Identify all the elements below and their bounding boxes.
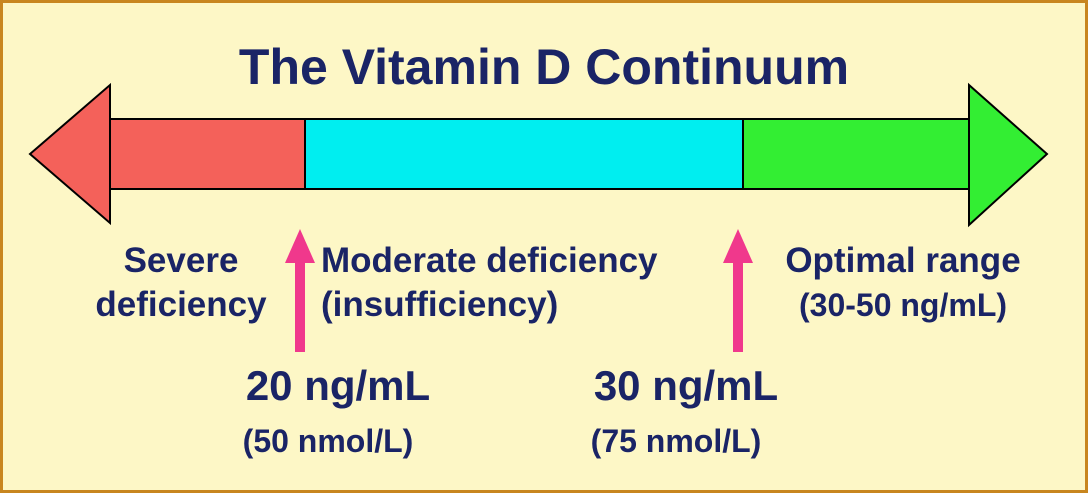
right-arrowhead-icon: [968, 82, 1049, 228]
continuum-bar: [28, 82, 1049, 352]
cutoff-30-nmol: (75 nmol/L): [590, 423, 762, 459]
optimal-label: Optimal range (30-50 ng/mL): [763, 239, 1043, 327]
severe-label-line2: deficiency: [95, 285, 267, 324]
cutoff-30-value: 30 ng/mL: [593, 362, 779, 409]
cutoff-20-value: 20 ng/mL: [245, 362, 431, 409]
up-arrow-icon: [285, 229, 315, 352]
left-arrowhead-icon: [28, 82, 111, 226]
severe-label-line1: Severe: [123, 241, 239, 280]
up-arrow-icon: [723, 229, 753, 352]
cutoff-20-nmol: (50 nmol/L): [242, 423, 414, 459]
diagram-title: The Vitamin D Continuum: [238, 39, 850, 95]
moderate-label-line2: (insufficiency): [321, 285, 559, 324]
moderate-label-line1: Moderate deficiency: [321, 241, 658, 280]
severe-label: Severe deficiency: [78, 239, 284, 327]
optimal-label-line1: Optimal range: [785, 241, 1021, 280]
optimal-label-line2: (30-50 ng/mL): [798, 287, 1008, 323]
optimal-segment: [742, 118, 970, 190]
severe-segment: [109, 118, 306, 190]
moderate-label: Moderate deficiency (insufficiency): [321, 239, 658, 327]
moderate-segment: [304, 118, 744, 190]
